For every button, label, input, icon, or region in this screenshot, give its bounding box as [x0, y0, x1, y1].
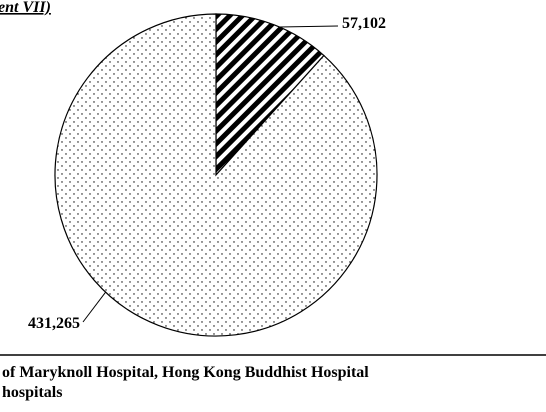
pie-slice	[54, 13, 378, 337]
data-label: 431,265	[28, 315, 80, 332]
chart-title: ent VII)	[0, 0, 51, 16]
leader-line	[82, 291, 106, 323]
leader-line	[279, 25, 339, 28]
note: hospitals	[2, 384, 62, 401]
data-label: 57,102	[342, 15, 386, 32]
note: of Maryknoll Hospital, Hong Kong Buddhis…	[2, 364, 369, 381]
pie-slice	[215, 13, 325, 177]
